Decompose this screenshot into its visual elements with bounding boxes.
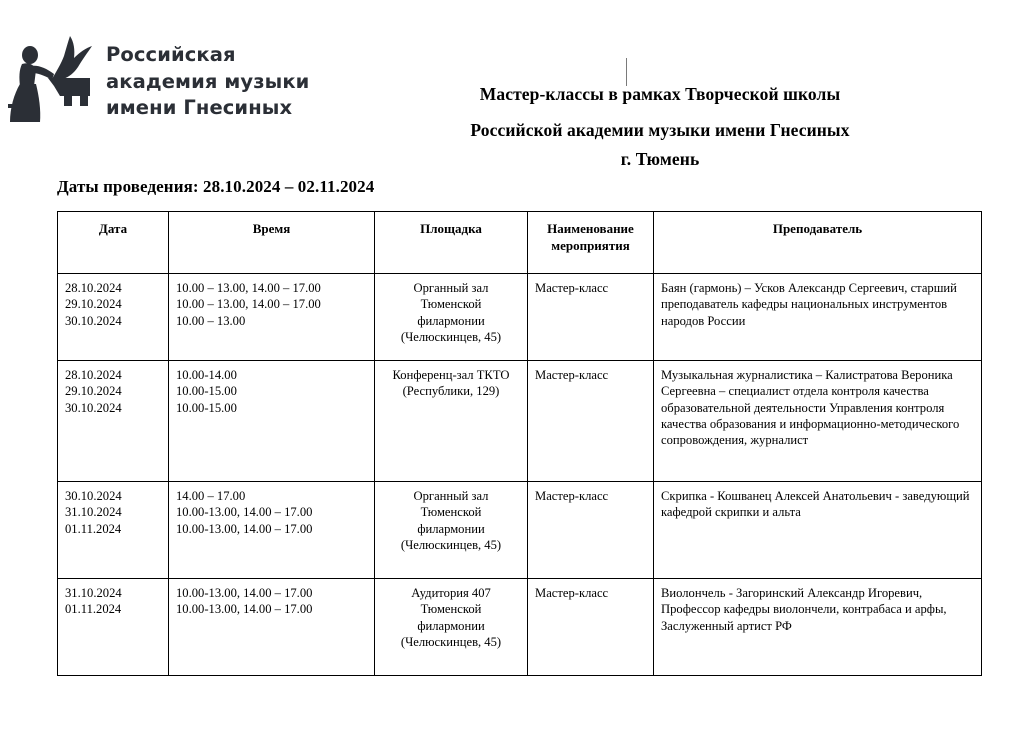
table-row: 28.10.2024 29.10.2024 30.10.2024 10.00-14.0… — [57, 360, 982, 482]
table-header-row: Дата Время Площадка Наименование меропри… — [57, 211, 982, 274]
title-line-1: Мастер-классы в рамках Творческой школы — [479, 84, 841, 104]
text-caret — [626, 58, 627, 86]
cell-date-line: 31.10.2024 — [65, 505, 122, 520]
cell-time-line: 10.00-13.00, 14.00 – 17.00 — [176, 505, 313, 520]
cell-venue-line: Конференц-зал ТКТО — [392, 368, 510, 382]
cell-time: 10.00-14.00 10.00-15.00 10.00-15.00 — [168, 360, 375, 482]
cell-venue-line: (Челюскинцев, 45) — [400, 330, 502, 345]
cell-venue-line: Тюменской — [420, 505, 482, 520]
cell-date: 28.10.2024 29.10.2024 30.10.2024 — [57, 273, 169, 361]
cell-time-line: 10.00 – 13.00, 14.00 – 17.00 — [176, 297, 321, 312]
cell-date-line: 28.10.2024 — [65, 368, 122, 382]
cell-time-line: 10.00-15.00 — [176, 400, 237, 415]
cell-date-line: 28.10.2024 — [65, 281, 122, 295]
cell-time-line: 10.00-13.00, 14.00 – 17.00 — [176, 586, 313, 600]
cell-teacher: Музыкальная журналистика – Калистратова … — [653, 360, 982, 482]
cell-time-line: 14.00 – 17.00 — [176, 489, 246, 503]
cell-venue: Органный зал Тюменской филармонии (Челюскин… — [374, 481, 528, 579]
cell-date-line: 31.10.2024 — [65, 586, 122, 600]
schedule-table: Дата Время Площадка Наименование меропри… — [57, 211, 982, 676]
cell-date-line: 30.10.2024 — [65, 313, 122, 328]
table-row: 30.10.2024 31.10.2024 01.11.2024 14.00 – 17… — [57, 481, 982, 579]
cell-time-line: 10.00 – 13.00, 14.00 – 17.00 — [176, 281, 321, 295]
cell-venue-line: (Челюскинцев, 45) — [400, 538, 502, 553]
cell-date-line: 01.11.2024 — [65, 521, 122, 536]
cell-venue: Аудитория 407 Тюменской филармонии (Челюски… — [374, 578, 528, 676]
cell-date-line: 30.10.2024 — [65, 489, 122, 503]
cell-event: Мастер-класс — [527, 481, 654, 579]
document-title: Мастер-классы в рамках Творческой школы … — [330, 84, 990, 169]
column-header-time: Время — [168, 211, 375, 274]
cell-date: 30.10.2024 31.10.2024 01.11.2024 — [57, 481, 169, 579]
cell-event: Мастер-класс — [527, 360, 654, 482]
cell-venue: Конференц-зал ТКТО (Республики, 129) — [374, 360, 528, 482]
cell-time-line: 10.00 – 13.00 — [176, 313, 246, 328]
cell-teacher: Скрипка - Кошванец Алексей Анатольевич -… — [653, 481, 982, 579]
column-header-teacher: Преподаватель — [653, 211, 982, 274]
cell-date-line: 29.10.2024 — [65, 297, 122, 312]
cell-teacher: Баян (гармонь) – Усков Александр Сергеев… — [653, 273, 982, 361]
cell-time: 10.00 – 13.00, 14.00 – 17.00 10.00 – 13.0… — [168, 273, 375, 361]
column-header-date: Дата — [57, 211, 169, 274]
cell-venue-line: филармонии — [417, 313, 485, 328]
cell-venue-line: филармонии — [417, 521, 485, 536]
event-dates-label: Даты проведения: 28.10.2024 – 02.11.2024 — [57, 177, 375, 196]
table-row: 28.10.2024 29.10.2024 30.10.2024 10.00 – 13… — [57, 273, 982, 361]
cell-date-line: 29.10.2024 — [65, 384, 122, 399]
cell-venue-line: Тюменской — [420, 297, 482, 312]
cell-venue-line: Аудитория 407 — [411, 586, 491, 600]
title-line-2: Российской академии музыки имени Гнесины… — [470, 119, 850, 140]
cell-time-line: 10.00-13.00, 14.00 – 17.00 — [176, 521, 313, 536]
cell-event: Мастер-класс — [527, 273, 654, 361]
academy-name: Российская академия музыки имени Гнесины… — [106, 43, 310, 120]
cell-date: 31.10.2024 01.11.2024 — [57, 578, 169, 676]
cell-venue-line: Органный зал — [413, 489, 489, 503]
cell-time-line: 10.00-13.00, 14.00 – 17.00 — [176, 602, 313, 617]
cell-time: 14.00 – 17.00 10.00-13.00, 14.00 – 17.00 1… — [168, 481, 375, 579]
cell-date-line: 01.11.2024 — [65, 602, 122, 617]
cell-teacher: Виолончель - Загоринский Александр Игоре… — [653, 578, 982, 676]
cell-venue-line: Тюменской — [420, 602, 482, 617]
cell-time-line: 10.00-14.00 — [176, 368, 237, 382]
academy-logo: Российская академия музыки имени Гнесины… — [8, 34, 309, 130]
cell-time-line: 10.00-15.00 — [176, 384, 237, 399]
table-row: 31.10.2024 01.11.2024 10.00-13.00, 14.00 –… — [57, 578, 982, 676]
table-header: Дата Время Площадка Наименование меропри… — [57, 211, 982, 274]
table-body: 28.10.2024 29.10.2024 30.10.2024 10.00 – 13… — [57, 273, 982, 676]
cell-time: 10.00-13.00, 14.00 – 17.00 10.00-13.00, 1… — [168, 578, 375, 676]
cell-date-line: 30.10.2024 — [65, 400, 122, 415]
cell-date: 28.10.2024 29.10.2024 30.10.2024 — [57, 360, 169, 482]
cell-venue-line: филармонии — [417, 618, 485, 633]
title-line-3: г. Тюмень — [620, 149, 700, 169]
cell-venue-line: (Республики, 129) — [402, 384, 500, 399]
gnesin-academy-emblem-icon — [8, 34, 96, 130]
cell-venue-line: Органный зал — [413, 281, 489, 295]
column-header-venue: Площадка — [374, 211, 528, 274]
cell-event: Мастер-класс — [527, 578, 654, 676]
cell-venue: Органный зал Тюменской филармонии (Челюскин… — [374, 273, 528, 361]
column-header-event: Наименование мероприятия — [527, 211, 654, 274]
cell-venue-line: (Челюскинцев, 45) — [400, 635, 502, 650]
